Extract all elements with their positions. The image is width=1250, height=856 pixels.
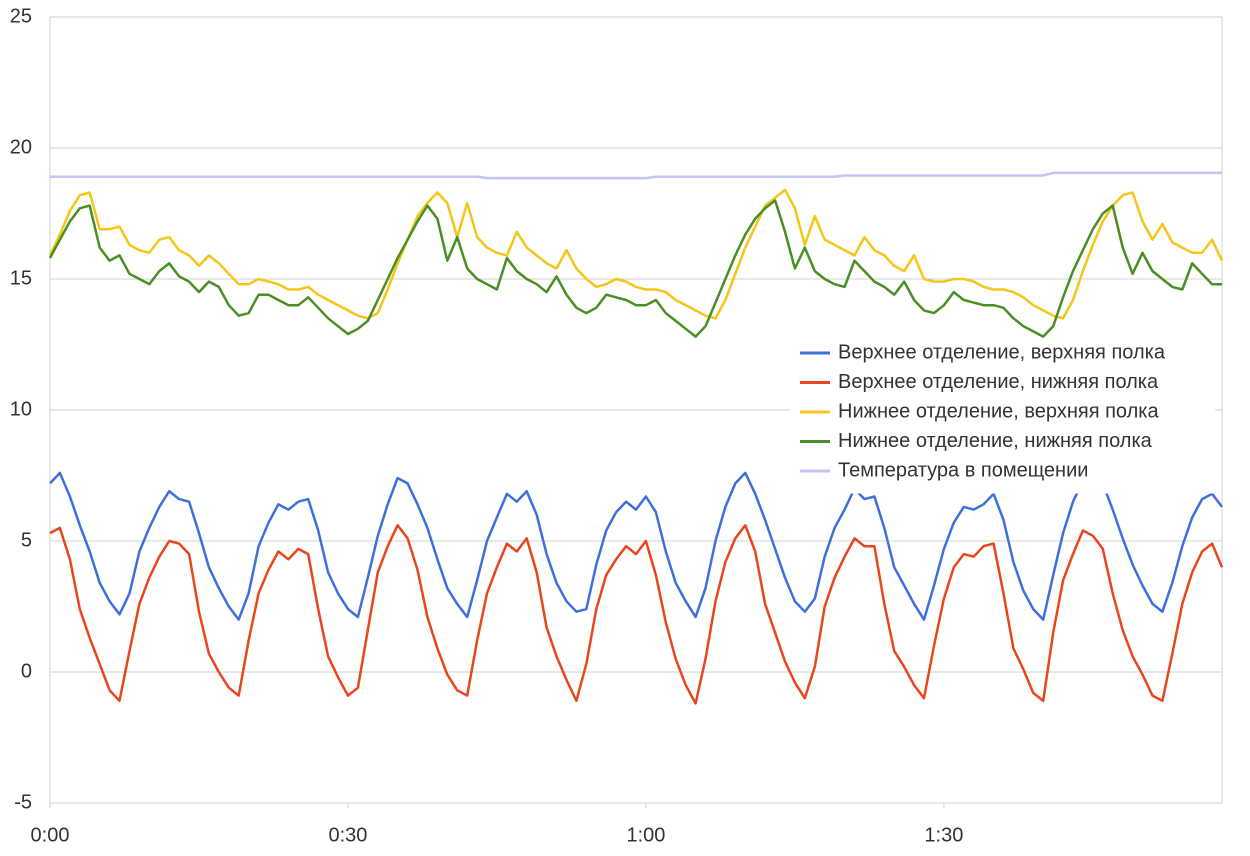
series-line bbox=[50, 171, 1222, 180]
legend-box bbox=[790, 338, 1215, 494]
y-tick-label: 20 bbox=[10, 136, 32, 158]
x-tick-label: 0:30 bbox=[328, 824, 367, 846]
legend-label: Нижнее отделение, верхняя полка bbox=[838, 400, 1159, 422]
y-tick-label: 25 bbox=[10, 5, 32, 27]
legend-label: Верхнее отделение, нижняя полка bbox=[838, 371, 1159, 393]
series-line bbox=[49, 471, 1223, 621]
legend-label: Нижнее отделение, нижняя полка bbox=[838, 430, 1153, 452]
y-tick-label: 0 bbox=[21, 660, 32, 682]
x-tick-label: 1:00 bbox=[626, 824, 665, 846]
series-line bbox=[48, 199, 1222, 338]
legend-label: Верхнее отделение, верхняя полка bbox=[838, 341, 1166, 363]
x-tick-label: 0:00 bbox=[31, 824, 70, 846]
series-line bbox=[49, 524, 1224, 705]
series-line bbox=[48, 188, 1224, 320]
x-tick-label: 1:30 bbox=[924, 824, 963, 846]
y-tick-label: -5 bbox=[14, 791, 32, 813]
y-tick-label: 5 bbox=[21, 529, 32, 551]
y-tick-label: 10 bbox=[10, 398, 32, 420]
y-tick-label: 15 bbox=[10, 267, 32, 289]
legend-label: Температура в помещении bbox=[838, 459, 1088, 481]
